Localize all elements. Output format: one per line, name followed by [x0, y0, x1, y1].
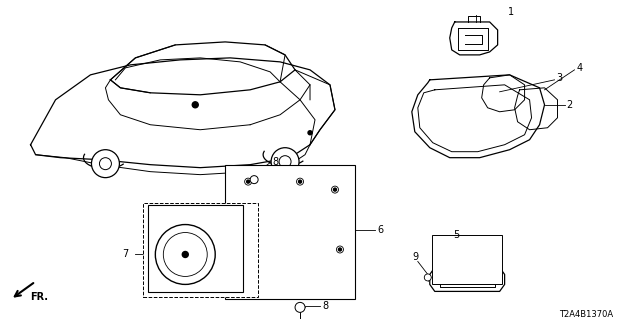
- Text: 5: 5: [452, 229, 459, 240]
- Text: 8: 8: [322, 301, 328, 311]
- Bar: [143, 203, 258, 297]
- Circle shape: [244, 178, 252, 185]
- Text: 10: 10: [253, 264, 266, 275]
- Circle shape: [424, 274, 431, 281]
- Circle shape: [298, 180, 301, 183]
- Circle shape: [333, 188, 337, 191]
- Circle shape: [192, 102, 198, 108]
- Circle shape: [250, 176, 258, 184]
- Text: 6: 6: [377, 225, 383, 235]
- Text: 9: 9: [413, 252, 419, 262]
- Text: 8: 8: [272, 157, 278, 167]
- Text: 1: 1: [508, 7, 514, 17]
- Circle shape: [271, 148, 299, 176]
- Circle shape: [163, 233, 207, 276]
- Text: 4: 4: [577, 63, 582, 73]
- Circle shape: [296, 178, 303, 185]
- Circle shape: [156, 225, 215, 284]
- Bar: [432, 235, 502, 284]
- Circle shape: [99, 158, 111, 170]
- Text: 7: 7: [122, 250, 129, 260]
- Circle shape: [246, 180, 250, 183]
- Text: 3: 3: [557, 73, 563, 83]
- Bar: [225, 165, 355, 300]
- Bar: [148, 204, 243, 292]
- Circle shape: [295, 302, 305, 312]
- Circle shape: [339, 248, 342, 251]
- Circle shape: [182, 252, 188, 258]
- Circle shape: [337, 246, 344, 253]
- Circle shape: [308, 131, 312, 135]
- Circle shape: [92, 150, 120, 178]
- Text: T2A4B1370A: T2A4B1370A: [559, 310, 614, 319]
- Circle shape: [279, 156, 291, 168]
- Text: 2: 2: [566, 100, 573, 110]
- Text: FR.: FR.: [31, 292, 49, 302]
- Circle shape: [332, 186, 339, 193]
